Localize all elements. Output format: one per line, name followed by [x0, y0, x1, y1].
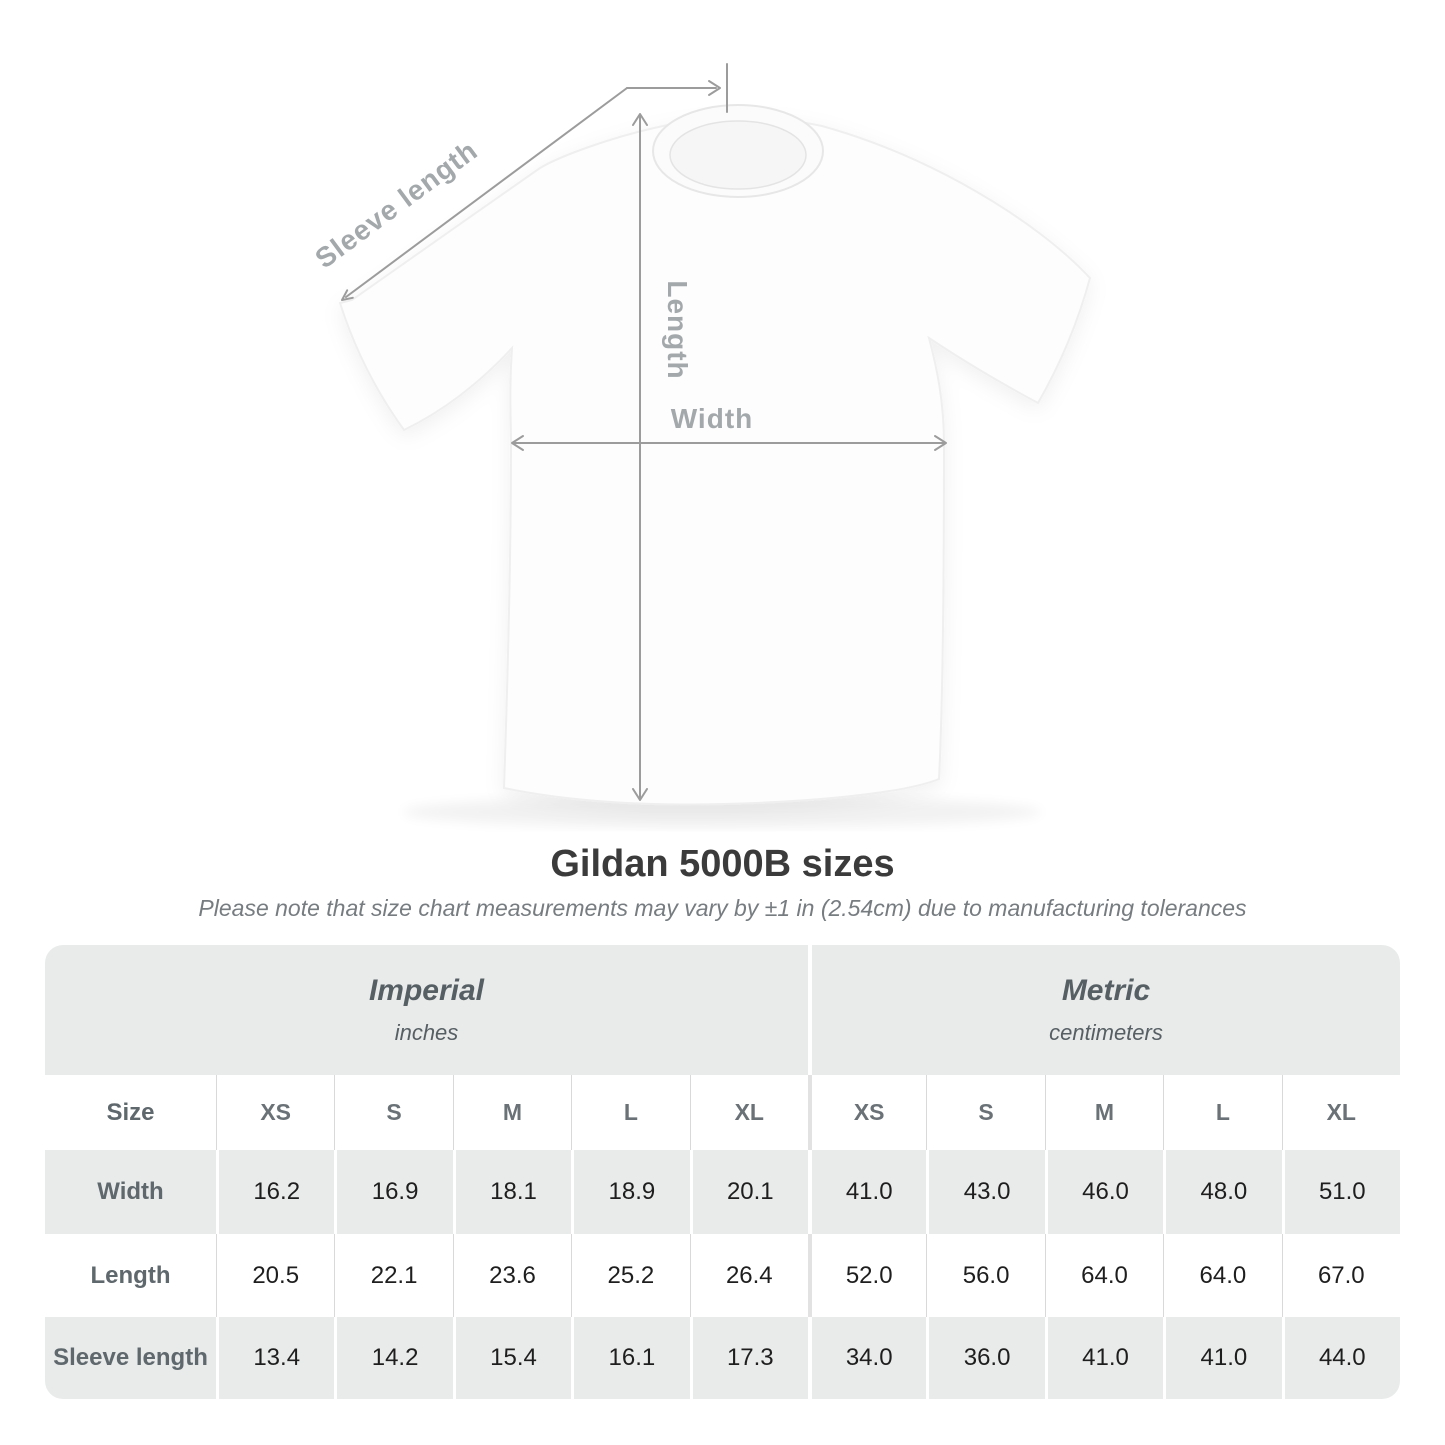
length-metric-cell: 64.0	[1163, 1234, 1282, 1317]
sleeve-metric-cell: 36.0	[926, 1317, 1045, 1399]
collar-inner	[669, 120, 807, 190]
size-col-header: L	[1163, 1075, 1282, 1150]
sleeve-length-arrow	[341, 63, 728, 301]
page-title: Gildan 5000B sizes	[550, 843, 895, 885]
width-metric-cell: 43.0	[926, 1150, 1045, 1234]
sleeve-metric-cell: 41.0	[1163, 1317, 1282, 1399]
width-imperial-cell: 18.1	[452, 1150, 572, 1234]
length-metric-cell: 64.0	[1044, 1234, 1164, 1317]
imperial-header-label: Imperial	[368, 974, 485, 1007]
width-imperial-cell: 16.9	[334, 1150, 453, 1234]
size-col-header: XS	[216, 1075, 335, 1150]
imperial-header: Imperial inches	[45, 945, 808, 1075]
width-metric-cell: 51.0	[1281, 1150, 1400, 1234]
shirt-ground-shadow	[402, 796, 1042, 828]
length-imperial-cell: 22.1	[334, 1234, 453, 1317]
width-arrow	[511, 435, 947, 451]
sleeve-metric-cell: 34.0	[808, 1317, 927, 1399]
width-metric-cell: 48.0	[1163, 1150, 1282, 1234]
length-metric-cell: 67.0	[1281, 1234, 1400, 1317]
width-imperial-cell: 20.1	[689, 1150, 808, 1234]
size-table: Imperial inches Metric centimeters Size …	[45, 945, 1400, 1399]
row-label-size: Size	[106, 1098, 155, 1126]
size-col-header: S	[334, 1075, 453, 1150]
length-imperial-cell: 26.4	[689, 1234, 808, 1317]
size-col-header: M	[452, 1075, 572, 1150]
tshirt-graphic	[338, 116, 1092, 806]
length-imperial-cell: 23.6	[452, 1234, 572, 1317]
metric-header-label: Metric	[1061, 974, 1151, 1007]
width-imperial-cell: 16.2	[216, 1150, 335, 1234]
sleeve-metric-cell: 41.0	[1044, 1317, 1164, 1399]
length-imperial-cell: 25.2	[571, 1234, 690, 1317]
size-col-header: M	[1044, 1075, 1164, 1150]
sleeve-imperial-cell: 13.4	[216, 1317, 335, 1399]
width-metric-cell: 46.0	[1044, 1150, 1164, 1234]
size-tolerance-note: Please note that size chart measurements…	[198, 895, 1247, 921]
metric-header-unit: centimeters	[1049, 1020, 1163, 1045]
row-label-sleeve-length: Sleeve length	[45, 1317, 216, 1399]
size-col-header: XL	[689, 1075, 808, 1150]
sleeve-metric-cell: 44.0	[1281, 1317, 1400, 1399]
size-col-header: S	[926, 1075, 1045, 1150]
sleeve-imperial-cell: 14.2	[334, 1317, 453, 1399]
row-label-width: Width	[45, 1150, 216, 1234]
row-label-length: Length	[90, 1261, 171, 1289]
sleeve-imperial-cell: 15.4	[452, 1317, 572, 1399]
size-col-header: XS	[808, 1075, 927, 1150]
width-label: Width	[671, 403, 754, 434]
metric-header: Metric centimeters	[808, 945, 1400, 1075]
length-arrow	[632, 113, 648, 801]
tshirt-diagram: Sleeve length Length Width	[309, 63, 1092, 828]
imperial-header-unit: inches	[394, 1020, 459, 1045]
length-label: Length	[662, 280, 693, 379]
width-imperial-cell: 18.9	[571, 1150, 690, 1234]
length-metric-cell: 56.0	[926, 1234, 1045, 1317]
length-imperial-cell: 20.5	[216, 1234, 335, 1317]
width-metric-cell: 41.0	[808, 1150, 927, 1234]
size-col-header: XL	[1281, 1075, 1400, 1150]
length-metric-cell: 52.0	[808, 1234, 927, 1317]
sleeve-imperial-cell: 17.3	[689, 1317, 808, 1399]
sleeve-imperial-cell: 16.1	[571, 1317, 690, 1399]
size-col-header: L	[571, 1075, 690, 1150]
